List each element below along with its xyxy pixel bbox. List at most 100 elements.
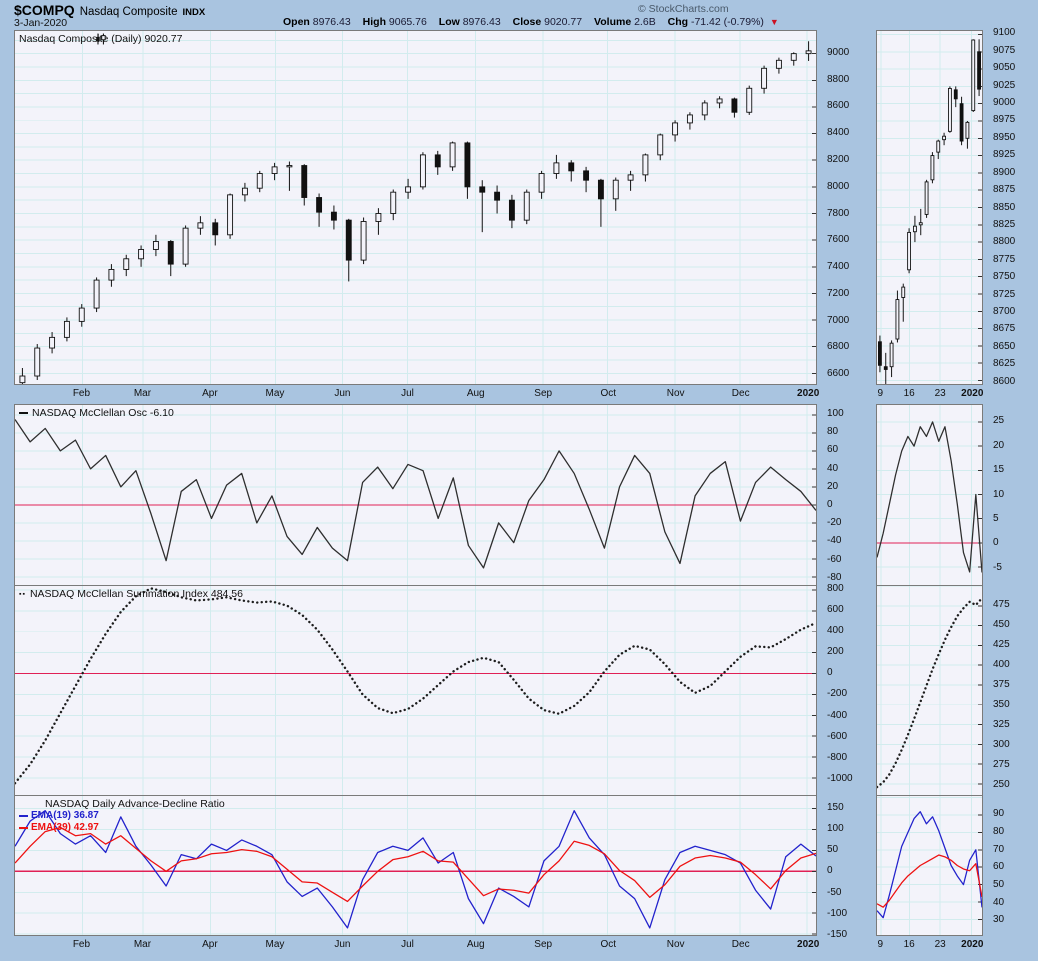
- x-axis-label: Jul: [401, 939, 414, 950]
- x-axis-label: Apr: [202, 388, 218, 399]
- y-axis-label: 350: [993, 698, 1010, 710]
- down-arrow-icon: ▼: [769, 17, 779, 27]
- ad-zoom-y-axis: 90 80 70 60 50 40 30: [983, 795, 1037, 936]
- y-axis-label: 450: [993, 618, 1010, 630]
- exchange-label: INDX: [182, 7, 206, 18]
- y-axis-label: 275: [993, 758, 1010, 770]
- x-axis-label: Aug: [466, 388, 485, 399]
- summation-zoom-chart: [877, 586, 982, 795]
- y-axis-label: 40: [827, 462, 839, 474]
- chg-label: Chg: [667, 16, 689, 28]
- advance-decline-zoom-panel: [876, 795, 983, 936]
- summation-label: ▪▪ NASDAQ McClellan Summation Index 484.…: [19, 588, 243, 600]
- x-axis-label: Dec: [731, 388, 750, 399]
- x-axis-label: Sep: [534, 388, 553, 399]
- y-axis-label: 50: [827, 844, 839, 856]
- y-axis-label: 8800: [993, 236, 1016, 248]
- y-axis-label: 6600: [827, 368, 850, 380]
- y-axis-label: 80: [993, 826, 1005, 837]
- legend-ema19: EMA(19) 36.87: [19, 810, 99, 821]
- x-axis-label: May: [265, 939, 285, 950]
- price-chart: [15, 31, 816, 384]
- y-axis-label: 20: [827, 480, 839, 492]
- x-axis-label: 23: [934, 388, 946, 399]
- y-axis-label: 8600: [827, 100, 850, 112]
- y-axis-label: 25: [993, 415, 1005, 427]
- x-axis-label: Mar: [133, 388, 152, 399]
- y-axis-label: 9025: [993, 79, 1016, 91]
- y-axis-label: 7600: [827, 234, 850, 246]
- price-zoom-chart: [877, 31, 982, 384]
- y-axis-label: 150: [827, 801, 844, 813]
- x-axis-label: Jun: [334, 388, 351, 399]
- y-axis-label: -50: [827, 886, 842, 898]
- x-axis-label: Nov: [666, 388, 685, 399]
- y-axis-label: 40: [993, 896, 1005, 908]
- high-value: 9065.76: [388, 16, 427, 28]
- advance-decline-panel: NASDAQ Daily Advance-Decline Ratio EMA(1…: [14, 795, 817, 936]
- mcclellan-osc-label: NASDAQ McClellan Osc -6.10: [19, 407, 174, 419]
- summation-zoom-y-axis: 475 450 425 400 375 350 325 300 275 250: [983, 585, 1037, 796]
- y-axis-label: 8600: [993, 375, 1016, 387]
- price-panel-label: Nasdaq Composite (Daily) 9020.77: [19, 33, 182, 45]
- chg-value: -71.42 (-0.79%): [690, 16, 764, 28]
- y-axis-label: 0: [993, 537, 999, 549]
- volume-label: Volume: [594, 16, 632, 28]
- symbol-name: Nasdaq Composite: [79, 6, 178, 18]
- ema39-label: EMA(39) 42.97: [31, 822, 99, 833]
- y-axis-label: 8000: [827, 180, 850, 192]
- summation-title: NASDAQ McClellan Summation Index 484.56: [29, 588, 243, 600]
- ticker-symbol: $COMPQ: [14, 2, 75, 18]
- x-axis-label: Mar: [133, 939, 152, 950]
- y-axis-label: 8875: [993, 184, 1016, 196]
- y-axis-label: 400: [827, 625, 844, 637]
- mcclellan-osc-title: NASDAQ McClellan Osc -6.10: [32, 407, 174, 419]
- osc-y-axis: 100 80 60 40 20 0 -20 -40 -60 -80: [817, 404, 873, 586]
- price-chart-panel: Nasdaq Composite (Daily) 9020.77: [14, 30, 817, 385]
- y-axis-label: 8650: [993, 340, 1016, 352]
- summation-y-axis: 800 600 400 200 0 -200 -400 -600 -800 -1000: [817, 583, 873, 796]
- y-axis-label: -80: [827, 571, 842, 583]
- y-axis-label: -400: [827, 709, 848, 721]
- mcclellan-osc-chart: [15, 405, 816, 585]
- y-axis-label: 475: [993, 598, 1010, 610]
- summation-zoom-panel: [876, 585, 983, 796]
- y-axis-label: 375: [993, 678, 1010, 690]
- open-value: 8976.43: [312, 16, 351, 28]
- y-axis-label: 0: [827, 865, 833, 877]
- y-axis-label: -60: [827, 553, 842, 565]
- advance-decline-title: NASDAQ Daily Advance-Decline Ratio: [45, 798, 225, 810]
- x-axis-label: 9: [877, 939, 884, 950]
- x-axis-label: 16: [903, 388, 915, 399]
- x-axis-label: 2020: [961, 388, 984, 399]
- y-axis-label: 70: [993, 843, 1005, 855]
- ad-y-axis: 150 100 50 0 -50 -100 -150: [817, 795, 873, 940]
- x-axis-label: Apr: [202, 939, 218, 950]
- y-axis-label: 5: [993, 512, 999, 524]
- close-value: 9020.77: [544, 16, 583, 28]
- advance-decline-zoom-chart: [877, 796, 982, 935]
- y-axis-label: 7800: [827, 207, 850, 219]
- y-axis-label: 80: [827, 426, 839, 438]
- y-axis-label: 100: [827, 408, 844, 419]
- y-axis-label: 9000: [827, 46, 850, 58]
- y-axis-label: -20: [827, 517, 842, 529]
- y-axis-label: 8625: [993, 358, 1016, 370]
- x-axis-label: Feb: [72, 388, 91, 399]
- y-axis-label: 0: [827, 499, 833, 510]
- y-axis-label: 6800: [827, 341, 850, 353]
- ohlc-quote-line: Open 8976.43 High 9065.76 Low 8976.43 Cl…: [283, 16, 779, 28]
- x-axis-label: Sep: [534, 939, 553, 950]
- y-axis-label: 8825: [993, 218, 1016, 230]
- x-axis-label: 2020: [797, 939, 820, 950]
- high-label: High: [362, 16, 386, 28]
- y-axis-label: 8850: [993, 201, 1016, 213]
- y-axis-label: -200: [827, 688, 848, 700]
- y-axis-label: 250: [993, 778, 1010, 790]
- x-axis-label: Dec: [731, 939, 750, 950]
- y-axis-label: 8925: [993, 149, 1016, 161]
- summation-panel: ▪▪ NASDAQ McClellan Summation Index 484.…: [14, 585, 817, 796]
- x-axis-label: Jul: [401, 388, 414, 399]
- y-axis-label: 600: [827, 604, 844, 616]
- y-axis-label: 800: [827, 583, 844, 595]
